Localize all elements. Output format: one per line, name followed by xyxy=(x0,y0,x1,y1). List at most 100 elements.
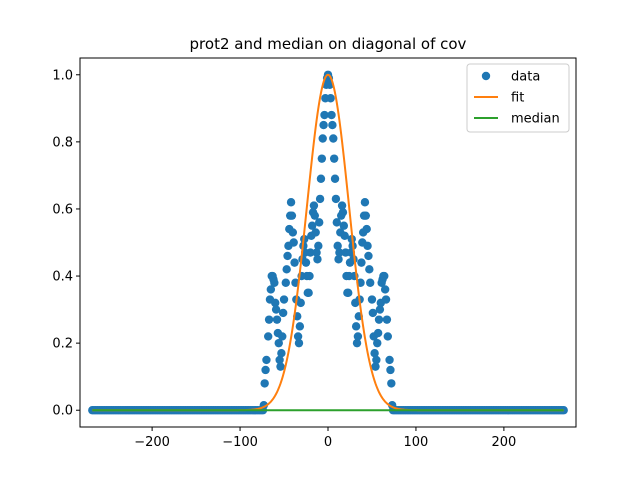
data-point xyxy=(334,255,343,264)
x-tick-label: 100 xyxy=(404,435,429,450)
x-tick-label: −100 xyxy=(222,435,258,450)
data-point xyxy=(335,248,344,257)
y-tick-label: 0.2 xyxy=(52,337,73,352)
data-point xyxy=(311,228,320,237)
data-point xyxy=(363,241,372,251)
data-point xyxy=(305,271,314,281)
data-point xyxy=(304,288,313,298)
data-point xyxy=(281,278,290,287)
data-point xyxy=(306,248,315,257)
data-point xyxy=(296,298,305,308)
data-point xyxy=(312,248,321,257)
plot-marks xyxy=(88,70,568,415)
data-point xyxy=(381,295,391,304)
data-point xyxy=(366,278,375,287)
data-point xyxy=(319,120,328,130)
y-tick-label: 1.0 xyxy=(52,68,73,83)
x-tick-label: 0 xyxy=(324,435,332,450)
data-point xyxy=(287,211,297,220)
data-point xyxy=(271,305,281,314)
data-point xyxy=(331,194,341,204)
legend-data-marker xyxy=(481,71,491,81)
data-point xyxy=(362,224,371,234)
data-point xyxy=(372,355,381,365)
data-point xyxy=(380,271,389,281)
data-point xyxy=(289,238,298,247)
legend-median-label: median xyxy=(511,112,560,127)
data-point xyxy=(352,338,362,348)
data-point xyxy=(288,228,298,237)
y-tick-label: 0.0 xyxy=(52,404,73,419)
y-tick-label: 0.8 xyxy=(52,135,73,150)
data-point xyxy=(361,211,371,220)
data-point xyxy=(277,349,286,358)
data-point xyxy=(338,208,348,217)
data-point xyxy=(387,379,396,388)
data-point xyxy=(310,211,320,220)
data-point xyxy=(340,231,349,240)
data-point xyxy=(313,255,322,264)
data-point xyxy=(373,328,383,338)
data-point xyxy=(290,258,299,267)
data-point xyxy=(279,295,289,304)
data-point xyxy=(278,308,288,318)
data-point xyxy=(344,288,353,298)
data-point xyxy=(351,322,361,331)
data-point xyxy=(365,265,374,274)
data-point xyxy=(320,110,329,120)
x-tick-label: −200 xyxy=(134,435,170,450)
data-point xyxy=(276,362,285,371)
legend-data-label: data xyxy=(511,70,540,85)
data-point xyxy=(271,298,280,308)
data-point xyxy=(274,338,283,348)
data-point xyxy=(260,379,269,388)
y-axis: 0.0 0.2 0.4 0.6 0.8 1.0 xyxy=(52,68,80,419)
data-point xyxy=(307,221,317,230)
x-tick-label: 200 xyxy=(491,435,516,450)
data-point xyxy=(266,285,276,294)
data-point xyxy=(353,332,363,341)
data-point xyxy=(333,241,342,251)
data-point xyxy=(337,201,347,210)
data-point xyxy=(282,265,291,274)
data-point xyxy=(383,332,392,341)
data-point xyxy=(329,134,338,143)
data-point xyxy=(380,285,390,294)
data-point xyxy=(315,194,325,204)
data-point xyxy=(293,332,303,341)
data-point xyxy=(368,308,378,318)
data-point xyxy=(327,110,336,120)
chart-title: prot2 and median on diagonal of cov xyxy=(190,35,467,53)
data-point xyxy=(317,154,327,163)
data-point xyxy=(371,362,380,371)
data-point xyxy=(315,218,324,227)
data-point xyxy=(357,258,366,267)
data-point xyxy=(375,305,385,314)
data-point xyxy=(262,355,271,365)
y-tick-label: 0.4 xyxy=(52,270,73,285)
data-point xyxy=(309,201,319,210)
data-point xyxy=(367,295,377,304)
data-point xyxy=(385,355,394,365)
data-point xyxy=(386,365,395,375)
legend-box xyxy=(466,63,570,133)
data-point xyxy=(339,221,349,230)
data-point xyxy=(301,258,311,267)
data-point xyxy=(382,315,392,324)
data-point xyxy=(294,338,304,348)
data-point xyxy=(278,332,287,341)
data-point xyxy=(261,365,270,375)
data-point xyxy=(264,315,274,324)
x-axis: −200 −100 0 100 200 xyxy=(134,427,516,450)
data-point xyxy=(326,94,335,103)
legend-fit-label: fit xyxy=(511,91,524,106)
data-point xyxy=(364,251,373,261)
data-point xyxy=(318,134,327,143)
data-point xyxy=(360,198,370,207)
data-point xyxy=(374,315,384,324)
data-point xyxy=(329,154,339,163)
data-point xyxy=(283,251,292,261)
data-point xyxy=(275,355,284,365)
